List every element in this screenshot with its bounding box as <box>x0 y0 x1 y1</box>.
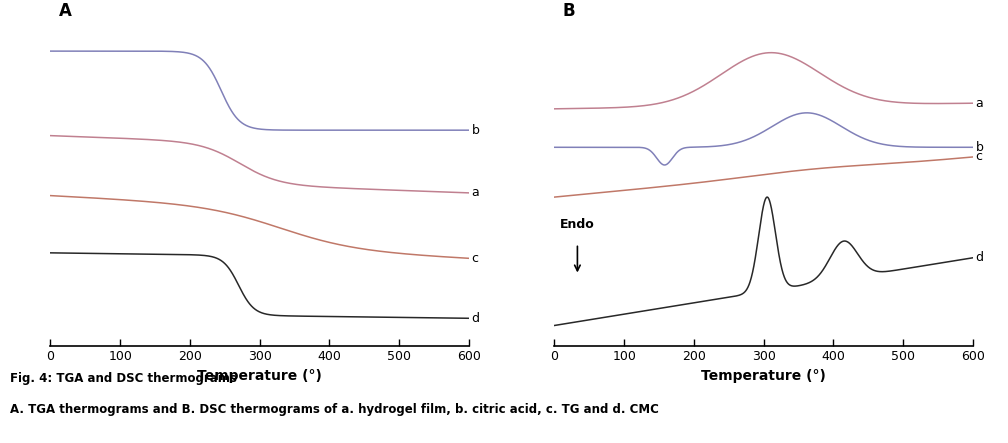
Text: A: A <box>58 2 72 20</box>
Text: c: c <box>976 151 983 163</box>
Text: b: b <box>976 141 984 154</box>
Text: d: d <box>472 312 480 325</box>
Text: a: a <box>976 97 983 110</box>
Text: Endo: Endo <box>560 218 595 231</box>
Text: a: a <box>472 187 479 199</box>
Text: Fig. 4: TGA and DSC thermograms: Fig. 4: TGA and DSC thermograms <box>10 372 237 385</box>
Text: d: d <box>976 251 984 264</box>
Text: B: B <box>562 2 576 20</box>
Text: c: c <box>472 252 479 265</box>
Text: A. TGA thermograms and B. DSC thermograms of a. hydrogel film, b. citric acid, c: A. TGA thermograms and B. DSC thermogram… <box>10 403 659 416</box>
X-axis label: Temperature (°): Temperature (°) <box>198 369 322 383</box>
Text: b: b <box>472 124 480 137</box>
X-axis label: Temperature (°): Temperature (°) <box>702 369 826 383</box>
